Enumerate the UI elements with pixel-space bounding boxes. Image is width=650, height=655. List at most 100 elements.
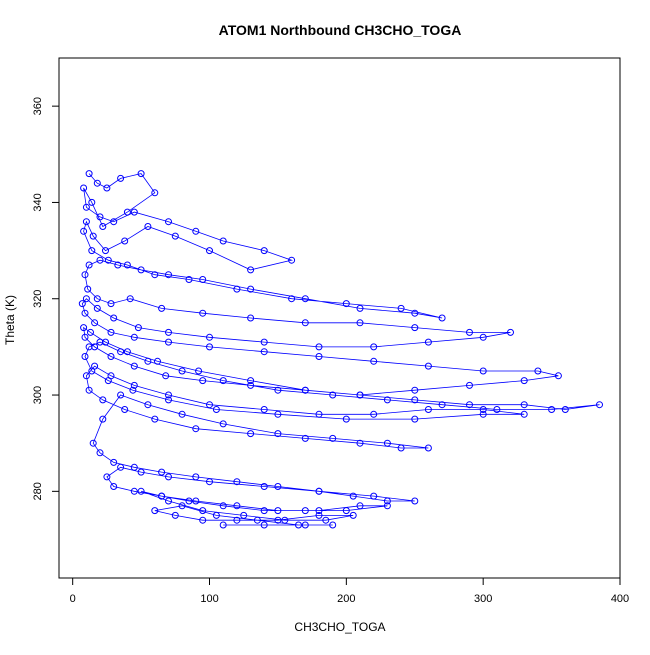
- data-point: [99, 396, 107, 404]
- data-point: [411, 415, 419, 423]
- data-point: [199, 516, 207, 524]
- data-point: [158, 304, 166, 312]
- data-point: [260, 348, 268, 356]
- data-point: [301, 434, 309, 442]
- data-point: [260, 483, 268, 490]
- data-point: [438, 401, 446, 409]
- data-point: [199, 276, 207, 283]
- data-point: [107, 328, 115, 336]
- data-point: [411, 497, 419, 505]
- data-point: [342, 300, 350, 308]
- data-point: [342, 507, 350, 515]
- y-tick-label: 300: [32, 386, 44, 404]
- series-lines: [81, 173, 600, 526]
- data-point: [192, 227, 200, 235]
- data-point: [281, 516, 289, 524]
- data-point: [548, 406, 556, 413]
- data-point: [171, 232, 179, 240]
- x-tick-label: 0: [70, 593, 76, 605]
- y-tick-label: 320: [32, 290, 44, 308]
- data-point: [466, 401, 473, 409]
- data-point: [81, 333, 89, 341]
- data-point: [397, 444, 405, 452]
- data-point: [107, 372, 115, 380]
- data-point: [137, 266, 145, 274]
- data-point: [82, 203, 90, 211]
- data-point: [85, 386, 93, 394]
- data-point: [247, 377, 255, 385]
- data-point: [134, 324, 142, 332]
- data-point: [315, 507, 323, 515]
- data-point: [479, 367, 487, 375]
- data-point: [110, 458, 118, 466]
- data-point: [117, 391, 125, 399]
- data-point: [114, 261, 122, 269]
- data-point: [85, 343, 93, 351]
- data-point: [88, 198, 96, 206]
- data-point: [89, 232, 97, 240]
- plot-frame: [58, 57, 621, 579]
- data-point: [206, 401, 213, 409]
- data-point: [151, 271, 159, 279]
- data-point: [356, 304, 364, 312]
- data-point: [137, 468, 145, 476]
- data-point: [165, 271, 172, 279]
- data-point: [356, 502, 364, 510]
- data-point: [424, 444, 432, 452]
- data-point: [561, 406, 569, 413]
- data-point: [130, 487, 138, 495]
- data-point: [165, 391, 172, 399]
- data-point: [195, 367, 203, 375]
- data-point: [171, 511, 179, 519]
- data-point: [370, 492, 378, 500]
- data-point: [137, 170, 145, 178]
- x-tick-label: 200: [337, 593, 355, 605]
- data-point: [82, 218, 90, 226]
- data-point: [260, 247, 268, 255]
- data-point: [123, 208, 131, 216]
- data-point: [82, 295, 90, 303]
- data-point: [247, 285, 255, 293]
- data-point: [247, 430, 255, 438]
- data-point: [84, 285, 92, 293]
- x-tick-label: 400: [611, 593, 629, 605]
- data-point: [466, 381, 473, 389]
- data-point: [96, 338, 104, 346]
- data-point: [479, 333, 487, 341]
- data-point: [123, 348, 131, 356]
- data-point: [212, 511, 220, 519]
- data-point: [288, 256, 296, 264]
- data-point: [219, 420, 227, 428]
- data-point: [253, 516, 261, 524]
- data-point: [411, 386, 419, 394]
- data-point: [274, 516, 282, 524]
- data-point: [329, 434, 337, 442]
- y-tick-label: 280: [32, 482, 44, 500]
- data-point: [99, 415, 107, 423]
- data-point: [424, 338, 432, 346]
- data-point: [301, 386, 309, 394]
- data-point: [233, 516, 241, 524]
- data-point: [397, 304, 405, 312]
- data-point: [329, 521, 337, 529]
- data-point: [301, 521, 309, 529]
- data-point: [411, 396, 419, 404]
- data-point: [274, 410, 282, 418]
- y-axis: 280 300 320 340 360: [32, 97, 60, 501]
- data-point: [247, 381, 255, 389]
- data-point: [144, 223, 152, 230]
- data-point: [260, 507, 268, 515]
- data-point: [315, 410, 323, 418]
- data-point: [356, 319, 364, 327]
- data-point: [165, 396, 172, 404]
- data-point: [158, 468, 166, 476]
- data-point: [383, 497, 391, 505]
- data-point: [96, 256, 104, 264]
- data-point: [322, 516, 330, 524]
- data-point: [80, 324, 88, 332]
- y-tick-label: 360: [32, 97, 44, 115]
- data-point: [178, 502, 186, 510]
- y-tick-label: 340: [32, 193, 44, 211]
- data-point: [411, 309, 419, 317]
- data-point: [88, 247, 96, 255]
